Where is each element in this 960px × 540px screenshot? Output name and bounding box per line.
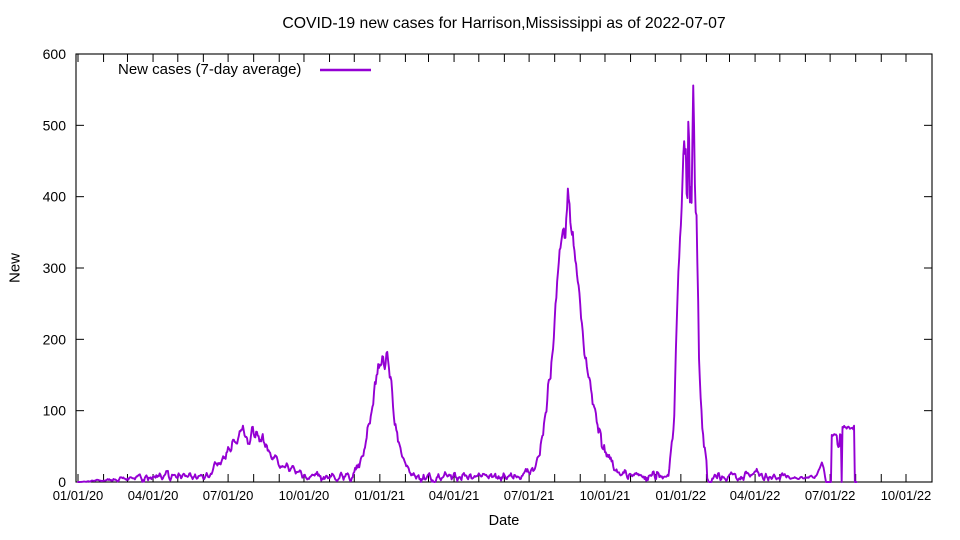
svg-text:100: 100	[43, 403, 67, 419]
svg-text:200: 200	[43, 331, 67, 347]
svg-text:400: 400	[43, 189, 67, 205]
svg-text:300: 300	[43, 260, 67, 276]
svg-text:07/01/20: 07/01/20	[203, 488, 254, 503]
svg-text:10/01/21: 10/01/21	[580, 488, 631, 503]
svg-text:04/01/21: 04/01/21	[429, 488, 480, 503]
svg-text:0: 0	[58, 474, 66, 490]
svg-text:07/01/22: 07/01/22	[805, 488, 856, 503]
svg-text:10/01/22: 10/01/22	[881, 488, 932, 503]
svg-text:01/01/21: 01/01/21	[355, 488, 406, 503]
svg-text:01/01/20: 01/01/20	[53, 488, 104, 503]
svg-text:04/01/22: 04/01/22	[730, 488, 781, 503]
svg-text:10/01/20: 10/01/20	[279, 488, 330, 503]
svg-text:600: 600	[43, 46, 67, 62]
svg-text:New cases (7-day average): New cases (7-day average)	[118, 61, 301, 78]
svg-text:07/01/21: 07/01/21	[504, 488, 555, 503]
svg-text:04/01/20: 04/01/20	[128, 488, 179, 503]
svg-text:500: 500	[43, 117, 67, 133]
svg-text:01/01/22: 01/01/22	[656, 488, 707, 503]
